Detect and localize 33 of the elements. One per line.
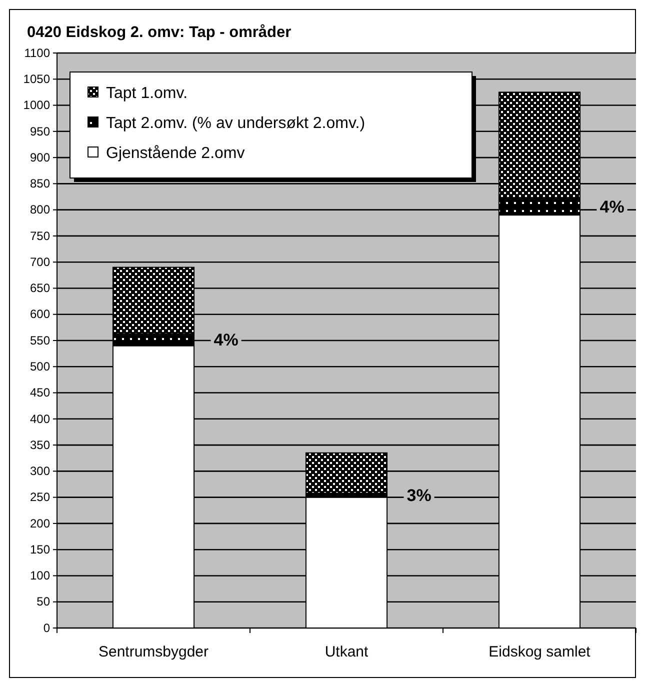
y-tick-label: 50 [36,594,50,609]
y-tick-label: 700 [30,254,50,269]
x-tick-label: Eidskog samlet [488,644,592,661]
annotation: 3% [406,486,432,506]
y-tick-label: 850 [30,176,50,191]
y-tick-label: 1100 [24,46,50,60]
y-tick-label: 1050 [23,72,50,86]
legend-label: Tapt 1.omv. [106,85,188,102]
chart-title: 0420 Eidskog 2. omv: Tap - områder [27,24,292,41]
annotation: 4% [214,330,238,350]
y-tick-label: 500 [30,359,50,374]
annotation: 4% [600,197,624,216]
y-tick-label: 400 [30,412,50,426]
y-tick-label: 0 [43,620,50,635]
y-tick-label: 100 [30,568,50,583]
y-tick-label: 950 [30,124,50,138]
y-tick-label: 300 [30,464,50,478]
y-tick-label: 900 [30,150,50,164]
y-tick-label: 600 [30,307,50,322]
y-tick-label: 200 [30,516,50,530]
legend-label: Gjenstående 2.omv [106,145,245,162]
y-tick-label: 800 [30,202,50,217]
legend-label: Tapt 2.omv. (% av undersøkt 2.omv.) [106,115,366,132]
y-tick-label: 650 [30,281,50,296]
y-tick-label: 750 [30,228,50,243]
y-tick-label: 150 [30,542,50,556]
x-tick-label: Sentrumsbygder [98,644,209,661]
y-tick-label: 550 [30,333,50,348]
y-tick-label: 350 [30,438,50,452]
y-tick-label: 450 [30,386,50,400]
x-tick-label: Utkant [324,644,370,661]
y-tick-label: 1000 [23,98,50,112]
y-tick-label: 250 [30,490,50,504]
